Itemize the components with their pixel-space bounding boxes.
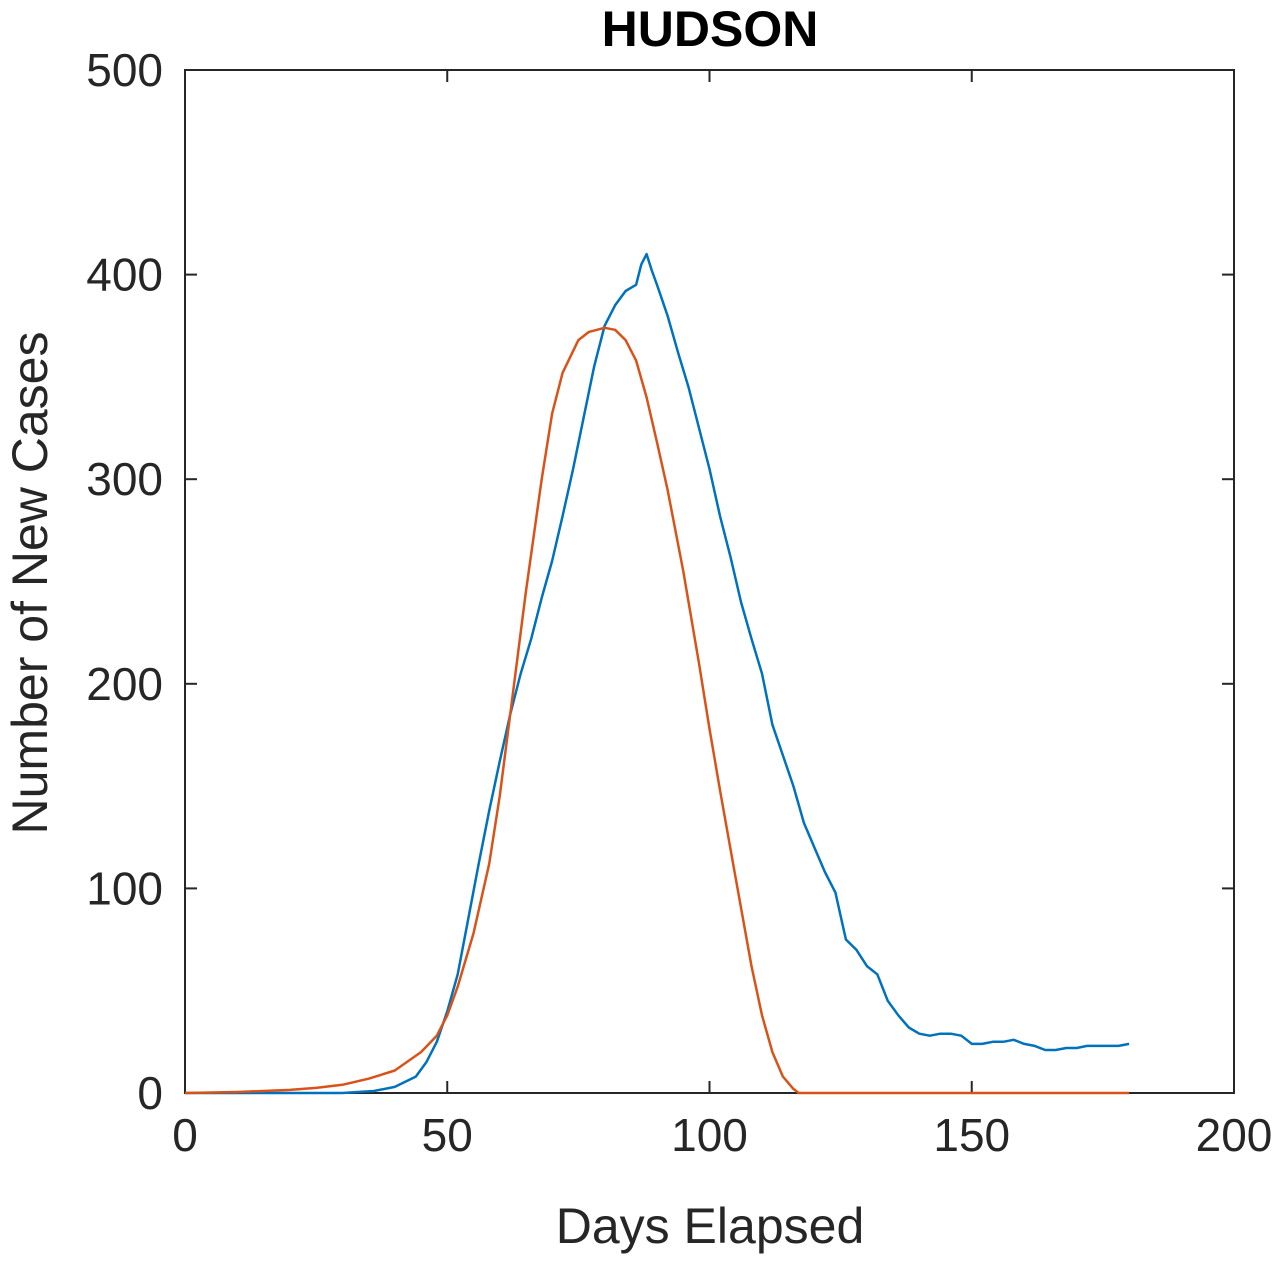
x-tick-label: 200 <box>1196 1109 1273 1161</box>
y-axis-label: Number of New Cases <box>2 332 58 835</box>
axis-ticks: 0 50 100 150 200 0 100 200 300 400 500 <box>86 44 1272 1161</box>
x-axis-label: Days Elapsed <box>556 1198 865 1254</box>
series-group <box>184 252 1130 1095</box>
x-tick-label: 50 <box>422 1109 473 1161</box>
x-tick-label: 150 <box>933 1109 1010 1161</box>
plot-area <box>184 69 1235 1094</box>
x-tick-label: 0 <box>172 1109 198 1161</box>
x-tick-label: 100 <box>671 1109 748 1161</box>
y-tick-label: 200 <box>86 658 163 710</box>
y-tick-label: 0 <box>137 1067 163 1119</box>
y-tick-label: 300 <box>86 453 163 505</box>
series-line-2 <box>184 326 1130 1095</box>
chart-title: HUDSON <box>602 1 819 57</box>
axes-box <box>184 69 1235 1094</box>
y-tick-label: 100 <box>86 862 163 914</box>
y-tick-label: 500 <box>86 44 163 96</box>
series-line-1 <box>185 252 1130 1095</box>
y-tick-label: 400 <box>86 249 163 301</box>
